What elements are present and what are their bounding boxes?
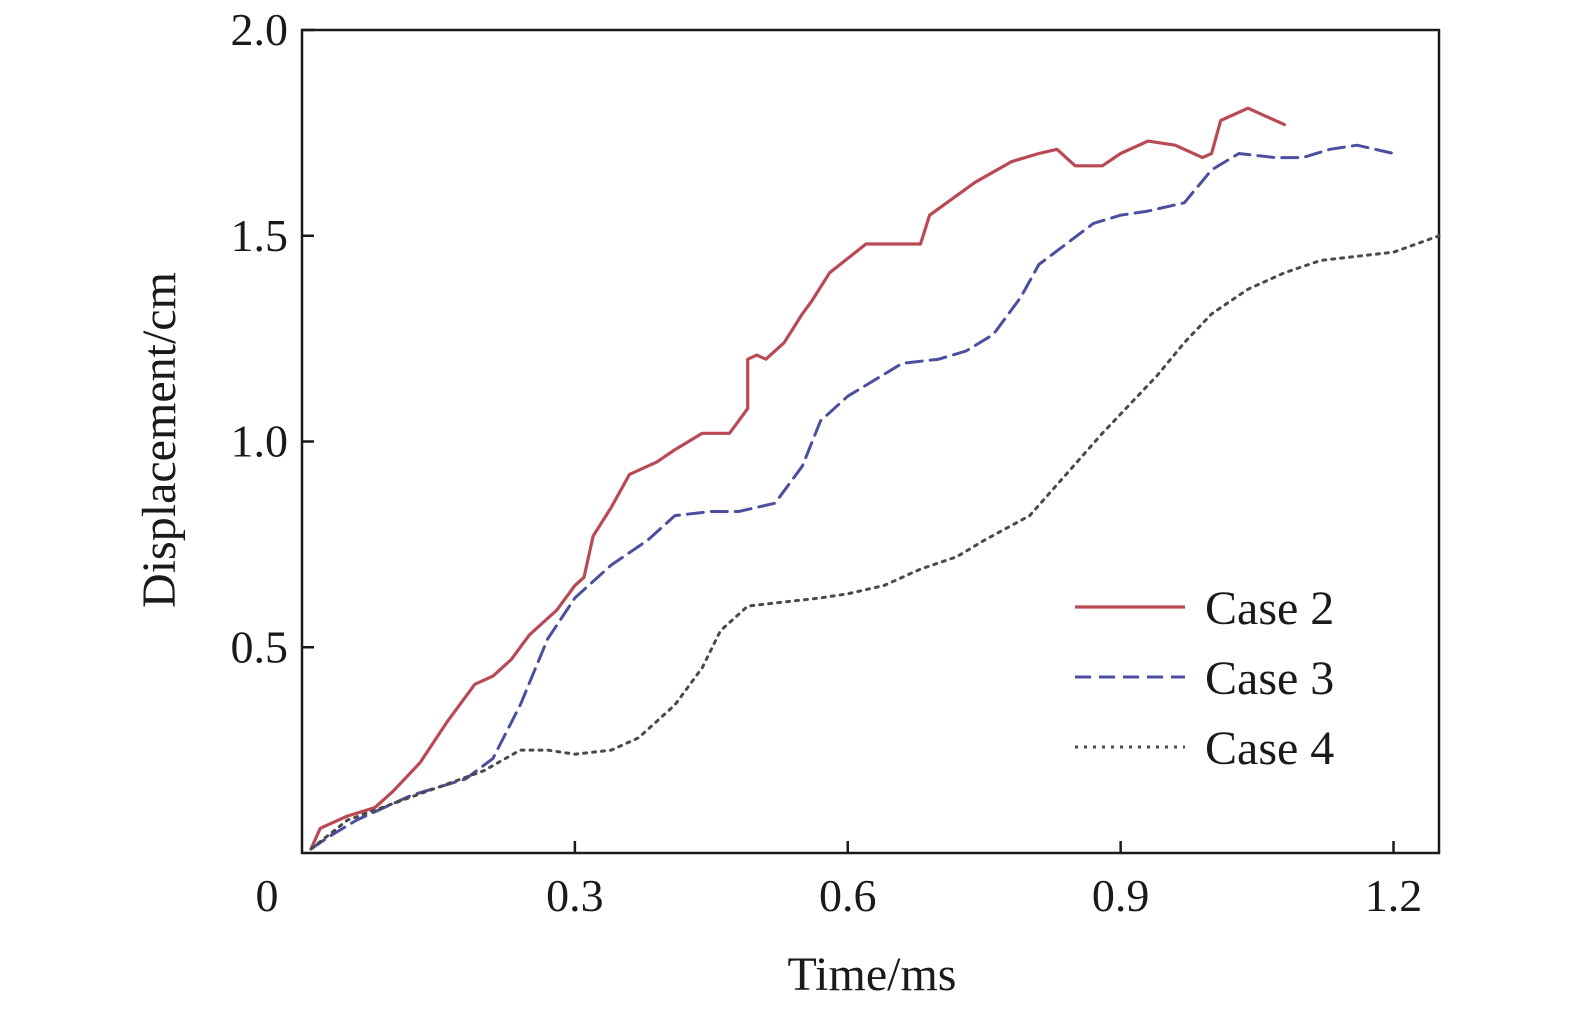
y-tick-label: 1.5: [231, 210, 289, 261]
legend-label: Case 3: [1205, 652, 1334, 705]
series-line-case-4: [309, 234, 1441, 851]
x-tick-label: 0.9: [1092, 870, 1150, 921]
x-axis-title: Time/ms: [788, 948, 957, 1001]
legend-label: Case 2: [1205, 582, 1334, 635]
y-axis-title: Displacement/cm: [133, 272, 186, 608]
series-line-case-3: [309, 143, 1395, 851]
x-tick-label: 0: [256, 870, 279, 921]
y-tick-label: 1.0: [231, 416, 289, 467]
x-tick-label: 1.2: [1365, 870, 1423, 921]
x-tick-label: 0.6: [819, 870, 877, 921]
series-line-case-2: [309, 106, 1286, 851]
y-tick-label: 0.5: [231, 621, 289, 672]
x-tick-label: 0.3: [546, 870, 604, 921]
legend-label: Case 4: [1205, 722, 1334, 775]
y-tick-label: 2.0: [231, 4, 289, 55]
